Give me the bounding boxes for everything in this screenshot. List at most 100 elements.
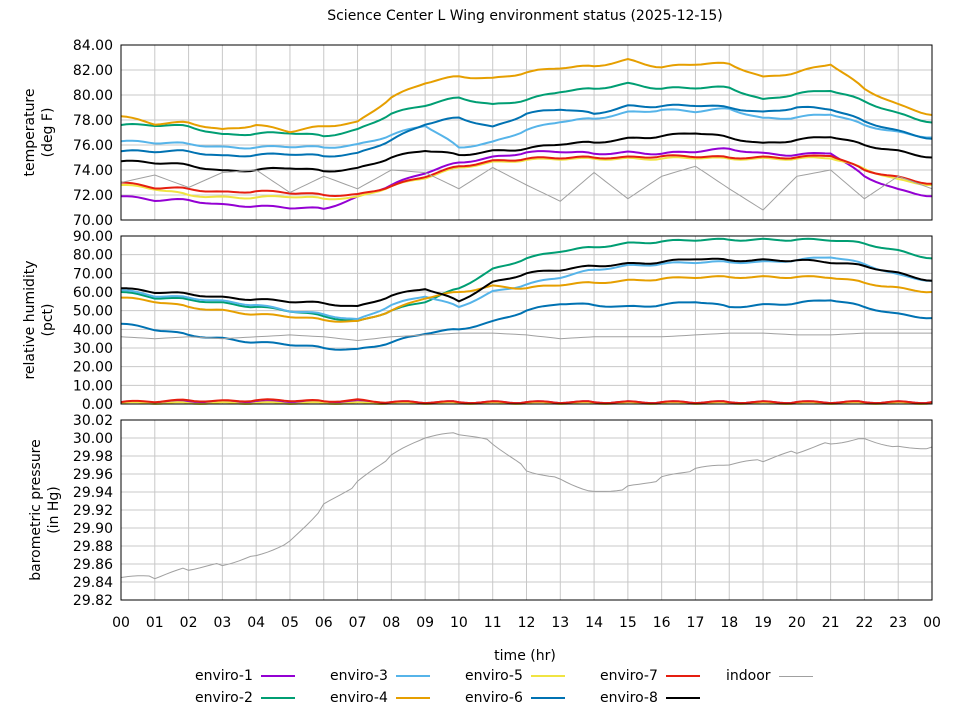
series-line-indoor: [120, 432, 933, 580]
y-tick-label: 29.92: [73, 503, 113, 519]
y-tick-label: 30.02: [73, 413, 113, 429]
y-tick-label: 80.00: [73, 88, 113, 104]
y-tick-label: 10.00: [73, 378, 113, 394]
y-tick-label: 90.00: [73, 229, 113, 245]
x-tick-label: 04: [247, 615, 265, 631]
plot-frame: [120, 235, 933, 405]
legend-item: enviro-4: [330, 690, 430, 706]
legend-label: enviro-7: [600, 668, 658, 684]
legend-item: enviro-8: [600, 690, 700, 706]
x-tick-label: 21: [822, 615, 840, 631]
legend-item: indoor: [726, 668, 813, 684]
x-tick-label: 17: [687, 615, 705, 631]
y-tick-label: 30.00: [73, 341, 113, 357]
y-axis-label: barometric pressure (in Hg): [28, 439, 62, 580]
legend-swatch: [665, 675, 700, 677]
y-tick-label: 80.00: [73, 248, 113, 264]
legend-item: enviro-7: [600, 668, 700, 684]
y-tick-label: 30.00: [73, 431, 113, 447]
legend-item: enviro-3: [330, 668, 430, 684]
x-tick-label: 11: [484, 615, 502, 631]
legend-label: enviro-3: [330, 668, 388, 684]
y-tick-label: 29.96: [73, 467, 113, 483]
y-axis-label: temperature (deg F): [22, 89, 56, 177]
legend-item: enviro-1: [195, 668, 295, 684]
x-tick-label: 23: [889, 615, 907, 631]
y-tick-label: 60.00: [73, 285, 113, 301]
chart-title: Science Center L Wing environment status…: [327, 8, 723, 24]
legend-swatch: [260, 697, 295, 699]
y-axis-label: relative humidity (pct): [22, 260, 56, 379]
legend-label: enviro-1: [195, 668, 253, 684]
legend-swatch: [260, 675, 295, 677]
x-tick-label: 05: [281, 615, 299, 631]
x-tick-label: 14: [585, 615, 603, 631]
x-tick-label: 09: [416, 615, 434, 631]
x-tick-label: 08: [382, 615, 400, 631]
y-tick-label: 78.00: [73, 113, 113, 129]
x-tick-label: 15: [619, 615, 637, 631]
legend-label: enviro-4: [330, 690, 388, 706]
y-tick-label: 29.94: [73, 485, 113, 501]
legend-swatch: [530, 697, 565, 699]
legend-swatch: [395, 697, 430, 699]
legend-item: enviro-5: [465, 668, 565, 684]
y-tick-label: 74.00: [73, 163, 113, 179]
series-line-enviro-5: [121, 156, 932, 201]
series-line-enviro-4: [121, 275, 933, 323]
x-tick-label: 00: [112, 615, 130, 631]
plot-frame: [120, 419, 933, 601]
legend-item: enviro-2: [195, 690, 295, 706]
y-tick-label: 20.00: [73, 360, 113, 376]
x-tick-label: 13: [551, 615, 569, 631]
series-line-enviro-6: [120, 299, 933, 351]
series-line-enviro-3: [120, 107, 932, 150]
series-line-enviro-1: [121, 147, 933, 210]
y-tick-label: 84.00: [73, 38, 113, 54]
x-tick-label: 20: [788, 615, 806, 631]
legend-label: enviro-5: [465, 668, 523, 684]
legend-swatch: [778, 675, 813, 677]
series-line-enviro-8: [121, 257, 933, 308]
x-tick-label: 18: [720, 615, 738, 631]
y-tick-label: 40.00: [73, 322, 113, 338]
x-tick-label: 07: [349, 615, 367, 631]
y-tick-label: 29.88: [73, 539, 113, 555]
y-tick-label: 76.00: [73, 138, 113, 154]
legend-item: enviro-6: [465, 690, 565, 706]
series-line-enviro-7: [120, 154, 933, 198]
legend-swatch: [665, 697, 700, 699]
legend-swatch: [395, 675, 430, 677]
y-tick-label: 29.86: [73, 557, 113, 573]
y-tick-label: 50.00: [73, 304, 113, 320]
legend: enviro-1 enviro-2 enviro-3 enviro-4 enviro-5…: [195, 668, 895, 712]
series-line-enviro-2: [120, 81, 933, 138]
x-tick-label: 12: [518, 615, 536, 631]
legend-label: enviro-2: [195, 690, 253, 706]
legend-swatch: [530, 675, 565, 677]
series-line-enviro-4: [120, 57, 933, 134]
y-tick-label: 29.82: [73, 593, 113, 609]
y-tick-label: 82.00: [73, 63, 113, 79]
y-tick-label: 72.00: [73, 188, 113, 204]
legend-label: enviro-8: [600, 690, 658, 706]
y-tick-label: 29.98: [73, 449, 113, 465]
x-tick-label: 03: [213, 615, 231, 631]
y-tick-label: 29.84: [73, 575, 113, 591]
plot-frame: [120, 44, 933, 221]
x-tick-label: 02: [180, 615, 198, 631]
x-tick-label: 22: [856, 615, 874, 631]
y-tick-label: 70.00: [73, 213, 113, 229]
series-line-enviro-2: [120, 237, 933, 322]
x-tick-label: 16: [653, 615, 671, 631]
x-tick-label: 06: [315, 615, 333, 631]
x-tick-label: 19: [754, 615, 772, 631]
legend-label: indoor: [726, 668, 771, 684]
x-tick-label: 01: [146, 615, 164, 631]
series-line-enviro-6: [120, 103, 933, 158]
series-line-indoor: [120, 332, 933, 342]
y-tick-label: 29.90: [73, 521, 113, 537]
x-axis-label: time (hr): [494, 648, 556, 664]
